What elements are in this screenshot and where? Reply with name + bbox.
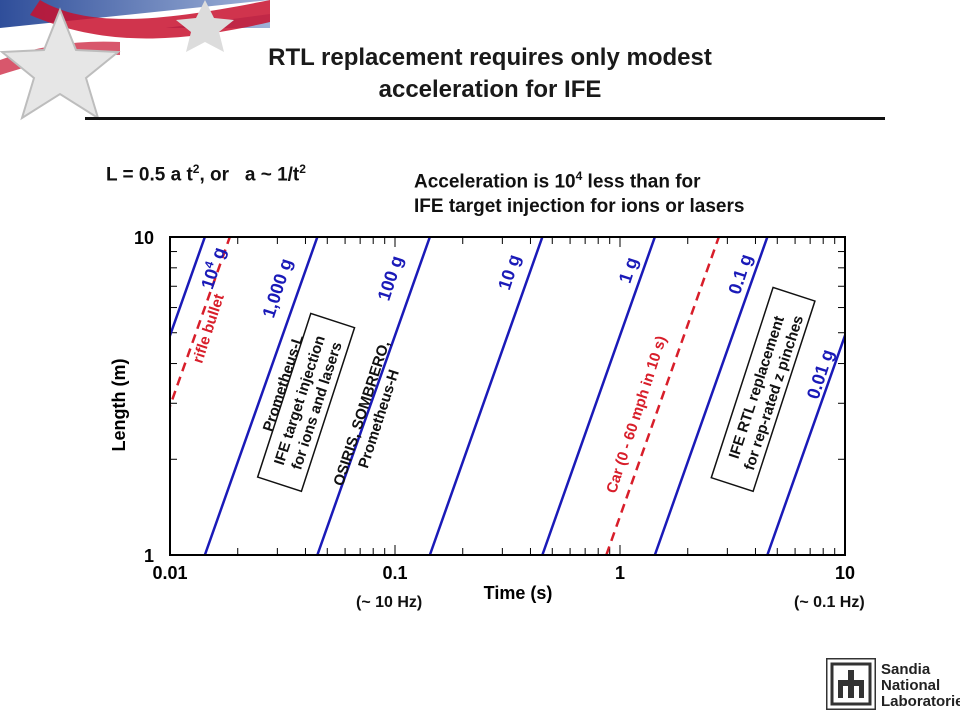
y-axis-label: Length (m) [109, 359, 129, 452]
acceleration-note-line-2: IFE target injection for ions or lasers [414, 196, 745, 217]
series-label-1-g: 1 g [615, 255, 642, 286]
series-label-100-g: 100 g [374, 253, 407, 303]
x-tick-label: 10 [835, 563, 855, 583]
sandia-text-1: Sandia [881, 661, 931, 678]
plot-frame [169, 236, 846, 556]
star-icon [0, 7, 121, 121]
series-label-rifle-bullet: rifle bullet [190, 292, 228, 365]
series-line-100-g [316, 237, 432, 555]
series-line-rifle-bullet [170, 237, 231, 410]
y-tick-label: 1 [144, 546, 154, 566]
sandia-logo: Sandia National Laboratories [824, 656, 960, 714]
thunderbird-icon [824, 656, 878, 712]
series-line-0-1-g [653, 237, 769, 555]
title-divider [85, 117, 885, 120]
x-tick-label: 1 [615, 563, 625, 583]
series-label-0-1-g: 0.1 g [724, 252, 756, 297]
x-tick-label: 0.01 [152, 563, 187, 583]
logo-banner [0, 0, 270, 121]
x-tick-label: 0.1 [382, 563, 407, 583]
sandia-text-3: Laboratories [881, 693, 960, 710]
series-line-1-g [541, 237, 657, 555]
series-line-0-01-g [766, 331, 845, 555]
x-axis-label: Time (s) [484, 583, 553, 603]
annotation-box [256, 312, 356, 493]
y-tick-label: 10 [134, 228, 154, 248]
series-label-10-g: 10 g [494, 252, 524, 292]
sandia-text-2: National [881, 677, 941, 694]
series-line-1-000-g [203, 237, 319, 555]
formula-text: L = 0.5 a t2, or a ~ 1/t2 [106, 162, 306, 186]
series-line-car-0-60-mph-in-10-s [605, 237, 721, 555]
acceleration-note-line-1: Acceleration is 104 less than for [414, 169, 701, 193]
title-line-1: RTL replacement requires only modest [268, 44, 712, 71]
frequency-label-left: (~ 10 Hz) [356, 594, 423, 611]
series-line-10-g [428, 237, 544, 555]
annotation-box [710, 286, 816, 493]
title-line-2: acceleration for IFE [378, 76, 602, 103]
frequency-label-right: (~ 0.1 Hz) [794, 594, 865, 611]
series-line-10-4-g [170, 237, 207, 340]
